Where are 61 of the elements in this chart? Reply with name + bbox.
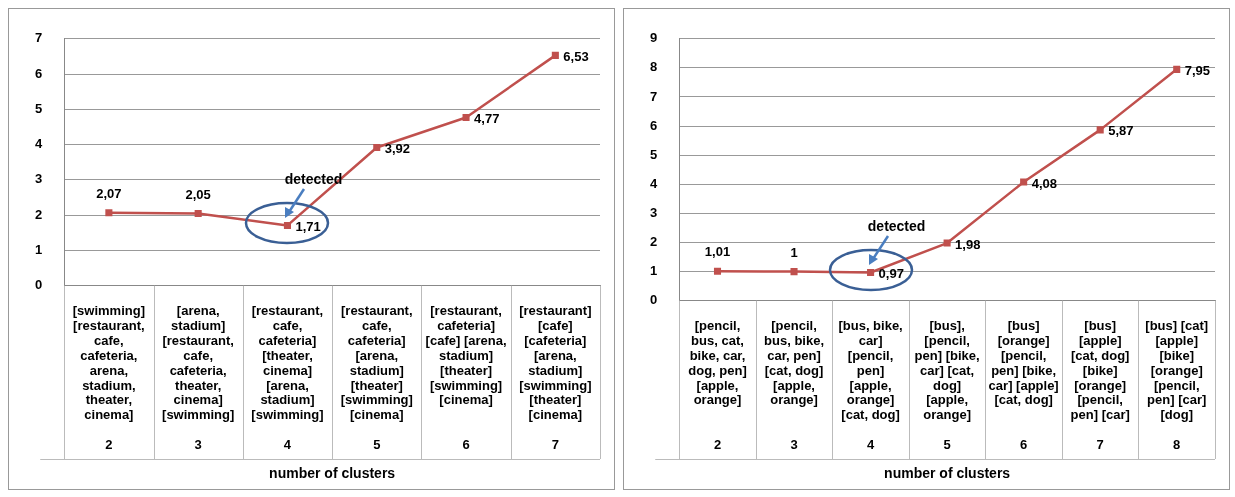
data-label: 3,92 (384, 141, 411, 157)
category-label: [bus] [orange] [pencil, pen] [bike, car] [apple] [cat, dog] 6 (988, 317, 1059, 453)
data-label: 2,05 (185, 186, 211, 202)
data-label: 4,08 (1031, 175, 1057, 191)
data-label: 2,07 (96, 185, 122, 201)
y-tick-label: 8 (650, 59, 658, 75)
point (790, 268, 798, 276)
point (1173, 65, 1181, 73)
x-tick-label: [bus], [pencil, pen] [bike, car] [cat, dog] [apple, orange] 5 (914, 317, 980, 453)
point (373, 143, 381, 151)
data-label: 0,97 (878, 266, 904, 282)
y-tick-label: 7 (650, 88, 658, 104)
category-label: [swimming] [restaurant, cafe, cafeteria, arena, stadium, theater, cinema] 2 (72, 302, 145, 453)
category-label: [restaurant, cafe, cafeteria] [theater, cinema] [arena, stadium] [swimming] 4 (251, 302, 324, 453)
x-tick-label: [bus, bike, car] [pencil, pen] [apple, orange] [cat, dog] 4 (838, 317, 903, 453)
point (283, 221, 291, 229)
y-tick-label: 4 (35, 136, 43, 152)
point (943, 239, 951, 247)
point (551, 51, 559, 59)
data-label: 1,98 (955, 236, 981, 252)
y-tick-label: 5 (35, 100, 43, 116)
data-label: 4,77 (474, 111, 500, 127)
point (105, 209, 113, 217)
y-tick-label: 1 (650, 263, 658, 279)
y-tick-label: 0 (650, 292, 658, 308)
data-label: 5,87 (1108, 123, 1134, 139)
point (1096, 126, 1104, 134)
y-tick-label: 4 (650, 175, 658, 191)
y-tick-label: 3 (35, 171, 43, 187)
y-tick-label: 9 (650, 30, 658, 46)
data-label: 7,95 (1184, 62, 1211, 78)
category-label: [pencil, bus, bike, car, pen] [cat, dog] [apple, orange] 3 (764, 317, 825, 453)
y-tick-label: 0 (35, 277, 43, 293)
point (867, 268, 875, 277)
annotation: detected (867, 218, 926, 235)
x-tick-label: [bus] [cat] [apple] [bike] [orange] [pencil, pen] [car] [dog] 8 (1145, 317, 1209, 453)
data-label: 6,53 (563, 48, 589, 64)
y-tick-label: 2 (650, 234, 658, 250)
y-tick-label: 7 (35, 30, 43, 46)
category-label: [restaurant, cafe, cafeteria] [arena, stadium] [theater] [swimming] [cinema] 5 (340, 302, 413, 453)
data-label: 1 (790, 244, 798, 260)
category-label: [restaurant] [cafe] [cafeteria] [arena, stadium] [swimming] [theater] [cinema] 7 (519, 302, 592, 453)
point (713, 267, 722, 275)
x-tick-label: [bus] [apple] [cat, dog] [bike] [orange] [pencil, pen] [car] 7 (1070, 317, 1130, 453)
data-label: 1,71 (295, 219, 321, 234)
x-axis-title: number of clusters (884, 465, 1011, 482)
data-label: 1,01 (704, 244, 731, 260)
category-label: [arena, stadium] [restaurant, cafe, cafeteria, theater, cinema] [swimming] 3 (162, 302, 235, 453)
y-tick-label: 6 (650, 117, 658, 133)
y-tick-label: 5 (650, 146, 658, 162)
category-label: [pencil, bus, cat, bike, car, dog, pen] [apple, orange] 2 (688, 317, 747, 453)
x-axis-title: number of clusters (269, 465, 396, 482)
point (194, 209, 202, 217)
y-tick-label: 6 (35, 65, 43, 81)
point (462, 113, 470, 122)
y-tick-label: 2 (35, 206, 43, 222)
y-tick-label: 1 (35, 242, 43, 258)
annotation: detected (284, 171, 343, 188)
point (1020, 178, 1028, 186)
category-label: [restaurant, cafeteria] [cafe] [arena, stadium] [theater] [swimming] [cinema] 6 (425, 302, 507, 453)
y-tick-label: 3 (650, 204, 658, 220)
